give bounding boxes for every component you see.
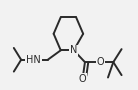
Text: N: N — [70, 45, 77, 55]
Text: O: O — [79, 74, 86, 84]
Text: O: O — [96, 57, 104, 67]
Text: HN: HN — [26, 55, 41, 65]
